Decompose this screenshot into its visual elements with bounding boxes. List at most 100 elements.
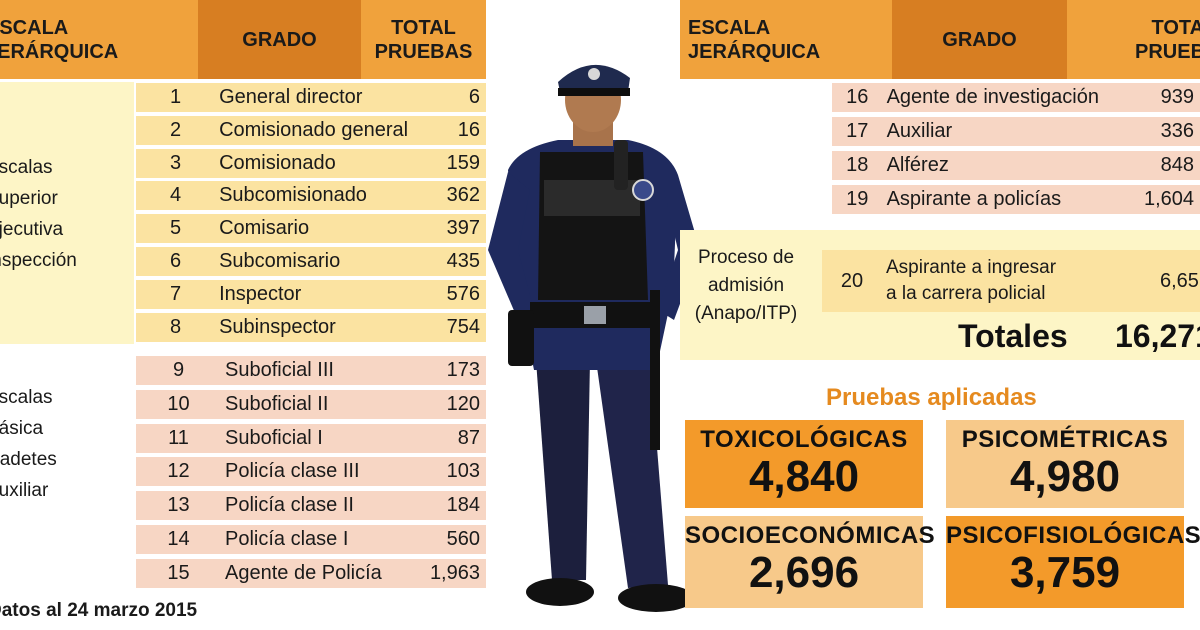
- row-total: 576: [446, 282, 480, 305]
- table-row: 10 Suboficial II 120: [136, 389, 486, 419]
- row-num: 19: [846, 188, 869, 210]
- group1-panel: [0, 82, 134, 344]
- table-row: 3 Comisionado 159: [136, 148, 486, 178]
- row-total: 159: [446, 151, 480, 174]
- row-grado: Subcomisario: [219, 250, 341, 272]
- row-num: 17: [846, 120, 869, 142]
- row-grado: Inspector: [219, 282, 302, 305]
- pruebas-aplicadas-title: Pruebas aplicadas: [826, 384, 1037, 411]
- row-grado: Suboficial III: [225, 359, 334, 381]
- row-num: 15: [167, 561, 190, 584]
- box-psicofisiologicas: PSICOFISIOLÓGICAS 3,759: [946, 516, 1200, 608]
- left-header-total-text: TOTAL PRUEBAS: [374, 16, 473, 63]
- table-row: 19 Aspirante a policías 1,604: [832, 185, 1200, 214]
- row-num: 5: [169, 217, 182, 240]
- police-officer-illustration: [488, 64, 700, 612]
- row-total: 184: [446, 494, 480, 517]
- row-total: 1,963: [429, 561, 480, 584]
- box-toxicologicas: TOXICOLÓGICAS 4,840: [685, 420, 923, 508]
- table-row: 12 Policía clase III 103: [136, 457, 486, 487]
- row-num: 12: [167, 460, 190, 483]
- row-total: 397: [446, 217, 480, 240]
- table-row: 17 Auxiliar 336: [832, 117, 1200, 146]
- row-grado: Alférez: [886, 154, 949, 176]
- right-header-total-text: TOTAL PRUEBAS: [1135, 16, 1200, 63]
- row-grado: Comisionado general: [219, 118, 409, 141]
- group2-label: Escalas Básica Cadetes Auxiliar: [0, 387, 57, 501]
- group1-label: Escalas Superior Ejecutiva Inspección: [0, 157, 77, 271]
- toxicologicas-label: TOXICOLÓGICAS: [700, 426, 908, 453]
- table-row: 5 Comisario 397: [136, 214, 486, 244]
- row-20-num: 20: [840, 269, 864, 292]
- row-grado: Agente de investigación: [886, 86, 1099, 108]
- row-grado: Suboficial II: [225, 392, 329, 415]
- table-row: 7 Inspector 576: [136, 279, 486, 309]
- table-row: 2 Comisionado general 16: [136, 115, 486, 145]
- row-total: 754: [446, 315, 480, 338]
- row-total: 939: [1160, 86, 1195, 108]
- row-num: 13: [167, 494, 190, 517]
- row-grado: General director: [219, 86, 363, 108]
- row-total: 560: [446, 528, 480, 550]
- row-num: 8: [169, 315, 182, 338]
- left-header-total: TOTAL PRUEBAS: [361, 0, 486, 79]
- row-total: 848: [1160, 154, 1195, 176]
- proceso-label: Proceso de admisión (Anapo/ITP): [694, 247, 798, 324]
- row-num: 7: [169, 282, 182, 305]
- row-grado: Comisionado: [219, 151, 336, 174]
- row-num: 9: [172, 359, 185, 381]
- row-num: 6: [169, 250, 182, 272]
- row-total: 16: [457, 118, 480, 141]
- table-row: 15 Agente de Policía 1,963: [136, 558, 486, 588]
- row-num: 11: [168, 426, 189, 449]
- table-row: 9 Suboficial III 173: [136, 356, 486, 385]
- table-row: 8 Subinspector 754: [136, 312, 486, 342]
- left-header-grado-text: GRADO: [242, 28, 317, 51]
- psicofisiologicas-label: PSICOFISIOLÓGICAS: [946, 522, 1200, 549]
- row-grado: Policía clase I: [225, 528, 349, 550]
- row-total: 103: [446, 460, 480, 483]
- table-row: 11 Suboficial I 87: [136, 423, 486, 453]
- row-num: 2: [169, 118, 182, 141]
- table-row: 14 Policía clase I 560: [136, 525, 486, 554]
- row-20-total: 6,651: [1160, 269, 1200, 292]
- table-row: 16 Agente de investigación 939: [832, 83, 1200, 112]
- socioeconomicas-value: 2,696: [748, 548, 860, 597]
- table-row: 18 Alférez 848: [832, 151, 1200, 180]
- table-row: 13 Policía clase II 184: [136, 491, 486, 521]
- left-header-escala-text: ESCALA JERÁRQUICA: [0, 16, 119, 63]
- row-grado: Suboficial I: [225, 426, 323, 449]
- row-grado: Policía clase III: [225, 460, 360, 483]
- table-row-20: 20 Aspirante a ingresar a la carrera pol…: [822, 250, 1200, 312]
- table-row: 4 Subcomisionado 362: [136, 181, 486, 211]
- socioeconomicas-label: SOCIOECONÓMICAS: [685, 522, 936, 549]
- row-num: 18: [846, 154, 869, 176]
- row-total: 362: [446, 184, 480, 207]
- row-num: 14: [167, 528, 190, 550]
- row-total: 435: [446, 250, 480, 272]
- row-total: 336: [1160, 120, 1195, 142]
- row-grado: Aspirante a policías: [886, 188, 1062, 210]
- row-num: 10: [167, 392, 190, 415]
- row-num: 3: [169, 151, 182, 174]
- left-header-escala: ESCALA JERÁRQUICA: [0, 0, 198, 79]
- row-num: 16: [846, 86, 869, 108]
- row-num: 1: [169, 86, 182, 108]
- row-grado: Auxiliar: [886, 120, 953, 142]
- right-header-total: TOTAL PRUEBAS: [1067, 0, 1200, 79]
- right-header-escala-text: ESCALA JERÁRQUICA: [688, 16, 821, 63]
- table-row: 6 Subcomisario 435: [136, 247, 486, 276]
- footer-date: Datos al 24 marzo 2015: [0, 600, 198, 621]
- psicofisiologicas-value: 3,759: [1009, 548, 1121, 597]
- box-socioeconomicas: SOCIOECONÓMICAS 2,696: [685, 516, 936, 608]
- left-header-grado: GRADO: [198, 0, 361, 79]
- totales-label: Totales: [958, 318, 1068, 354]
- row-20-grado: Aspirante a ingresar a la carrera polici…: [886, 257, 1057, 304]
- row-num: 4: [169, 184, 182, 207]
- psicometricas-label: PSICOMÉTRICAS: [961, 426, 1169, 453]
- row-total: 1,604: [1143, 188, 1195, 210]
- row-total: 6: [468, 86, 480, 108]
- box-psicometricas: PSICOMÉTRICAS 4,980: [946, 420, 1184, 508]
- right-header-grado: GRADO: [892, 0, 1067, 79]
- row-total: 173: [446, 359, 480, 381]
